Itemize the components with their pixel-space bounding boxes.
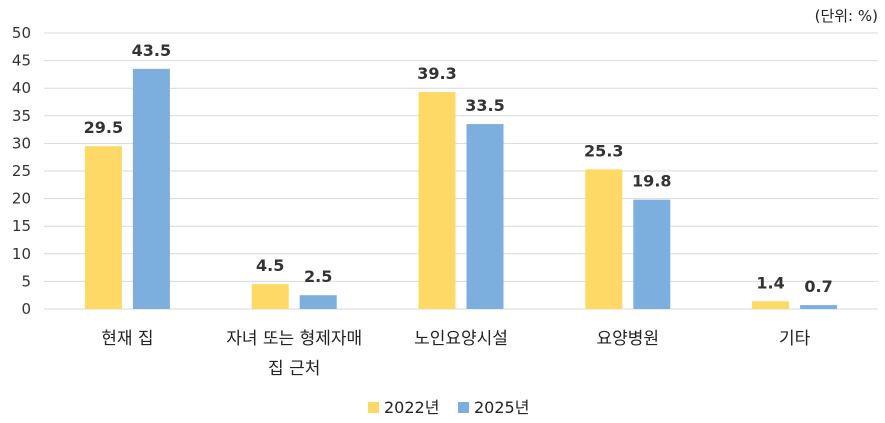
data-label: 29.5: [84, 118, 123, 137]
bar-2025: [299, 295, 337, 309]
bar-2022: [251, 284, 289, 309]
x-category-label: 자녀 또는 형제자매: [226, 329, 362, 349]
bar-2025: [132, 68, 170, 309]
y-tick-label: 45: [12, 52, 31, 70]
y-tick-label: 30: [12, 134, 31, 152]
legend-label: 2025년: [474, 398, 529, 417]
legend-swatch: [458, 402, 469, 413]
data-label: 19.8: [632, 172, 671, 191]
data-label: 2.5: [304, 267, 332, 286]
data-label: 43.5: [132, 41, 171, 60]
y-tick-label: 50: [12, 24, 31, 42]
bar-2025: [633, 199, 671, 309]
legend-swatch: [368, 402, 379, 413]
y-tick-label: 35: [12, 107, 31, 125]
y-tick-label: 20: [12, 190, 31, 208]
data-label: 1.4: [756, 273, 784, 292]
data-label: 0.7: [804, 277, 832, 296]
bars: [84, 68, 838, 310]
legend-label: 2022년: [384, 398, 439, 417]
bar-2025: [466, 124, 504, 309]
x-category-label: 요양병원: [597, 329, 660, 349]
legend: 2022년 2025년: [368, 398, 529, 417]
bar-2025: [800, 305, 838, 309]
bar-2022: [585, 169, 623, 309]
data-labels: 29.5 43.5 4.5 2.5 39.3 33.5 25.3 19.8 1.4 0.7: [84, 41, 833, 296]
x-category-label: 기타: [779, 329, 811, 349]
x-category-label: 집 근처: [268, 359, 320, 379]
y-tick-label: 15: [12, 217, 31, 235]
data-label: 25.3: [584, 141, 623, 160]
data-label: 4.5: [256, 256, 284, 275]
y-tick-label: 10: [12, 245, 31, 263]
x-category-label: 노인요양시설: [414, 329, 508, 349]
bar-2022: [84, 146, 122, 309]
y-tick-label: 40: [12, 79, 31, 97]
data-label: 33.5: [465, 96, 504, 115]
data-label: 39.3: [417, 64, 456, 83]
x-category-label: 현재 집: [101, 329, 153, 349]
y-axis: 0 5 10 15 20 25 30 35 40 45 50: [12, 24, 31, 318]
y-tick-label: 0: [21, 300, 31, 318]
bar-2022: [752, 301, 790, 309]
unit-label: (단위: %): [815, 7, 878, 25]
y-tick-label: 25: [12, 162, 31, 180]
bar-2022: [418, 92, 456, 310]
y-tick-label: 5: [21, 272, 31, 290]
gridlines: [44, 32, 878, 310]
